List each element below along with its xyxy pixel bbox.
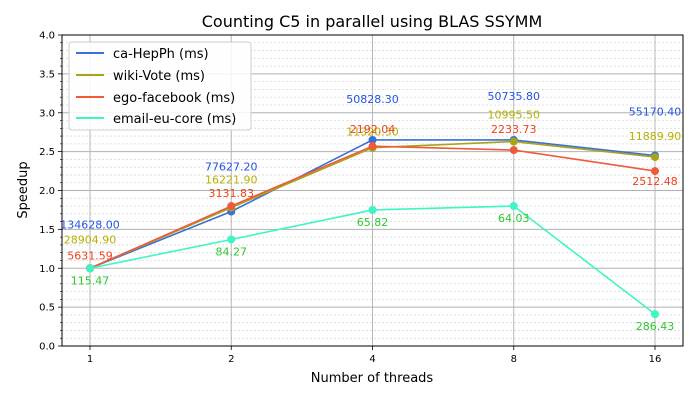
legend-label-email-eu-core: email-eu-core (ms) <box>113 112 236 127</box>
legend-label-wiki-vote: wiki-Vote (ms) <box>113 69 205 84</box>
data-point-wiki-vote <box>509 137 518 146</box>
legend-box <box>68 41 252 131</box>
data-label-ego-facebook: 2233.73 <box>491 123 537 136</box>
data-label-ego-facebook: 2512.48 <box>632 175 678 188</box>
x-tick-label: 16 <box>649 354 662 365</box>
data-point-ca-hepph <box>368 135 377 144</box>
data-label-wiki-vote: 28904.90 <box>64 233 117 246</box>
data-label-email-eu-core: 65.82 <box>357 216 389 229</box>
legend-label-ca-hepph: ca-HepPh (ms) <box>113 47 209 62</box>
y-tick-label: 2.5 <box>39 147 55 158</box>
y-axis-label: Speedup <box>16 161 31 218</box>
x-tick-label: 1 <box>87 354 93 365</box>
data-label-ca-hepph: 50735.80 <box>488 90 541 103</box>
y-tick-label: 0.0 <box>39 342 55 353</box>
data-point-email-eu-core <box>368 205 377 214</box>
data-label-wiki-vote: 16221.90 <box>205 174 258 187</box>
data-label-ca-hepph: 55170.40 <box>629 106 682 119</box>
data-point-email-eu-core <box>86 264 94 273</box>
data-label-email-eu-core: 84.27 <box>216 245 248 258</box>
data-label-email-eu-core: 64.03 <box>498 212 530 225</box>
x-tick-label: 8 <box>511 354 517 365</box>
y-tick-label: 4.0 <box>39 31 55 42</box>
data-point-email-eu-core <box>651 310 659 319</box>
data-point-ego-facebook <box>368 142 377 151</box>
x-axis-label: Number of threads <box>311 371 434 386</box>
data-point-email-eu-core <box>227 235 236 244</box>
data-point-ego-facebook <box>651 167 659 176</box>
series-layer <box>86 135 659 319</box>
data-point-wiki-vote <box>651 153 659 162</box>
y-tick-label: 2.0 <box>39 186 55 197</box>
axis-layer: 0.0 0.5 1.0 1.5 2.0 2.5 3.0 3.5 4.0 1 2 4 8 16 <box>39 31 661 366</box>
y-tick-label: 3.0 <box>39 108 55 119</box>
data-point-ego-facebook <box>227 202 236 211</box>
data-label-email-eu-core: 115.47 <box>71 274 110 287</box>
data-label-wiki-vote: 11320.30 <box>346 126 399 139</box>
y-tick-label: 3.5 <box>39 69 55 80</box>
y-tick-label: 1.0 <box>39 264 55 275</box>
legend-label-ego-facebook: ego-facebook (ms) <box>113 91 235 106</box>
data-label-ca-hepph: 50828.30 <box>346 93 399 106</box>
data-label-ca-hepph: 134628.00 <box>60 218 120 231</box>
data-label-wiki-vote: 11889.90 <box>629 130 682 143</box>
data-point-email-eu-core <box>509 202 518 211</box>
data-point-ego-facebook <box>509 146 518 155</box>
data-label-layer: 134628.00 77627.20 50828.30 50735.80 55170.4… <box>60 90 681 333</box>
data-label-email-eu-core: 286.43 <box>636 320 675 333</box>
data-label-ego-facebook: 2192.04 <box>350 123 396 136</box>
data-label-ego-facebook: 3131.83 <box>209 187 255 200</box>
legend: ca-HepPh (ms) wiki-Vote (ms) ego-faceboo… <box>68 41 252 131</box>
x-tick-label: 4 <box>369 354 375 365</box>
y-tick-label: 0.5 <box>39 303 55 314</box>
data-label-wiki-vote: 10995.50 <box>488 109 541 122</box>
y-tick-label: 1.5 <box>39 225 55 236</box>
data-label-ego-facebook: 5631.59 <box>67 249 113 262</box>
x-tick-label: 2 <box>228 354 234 365</box>
chart-title: Counting C5 in parallel using BLAS SSYMM <box>202 12 543 31</box>
data-label-ca-hepph: 77627.20 <box>205 160 258 173</box>
